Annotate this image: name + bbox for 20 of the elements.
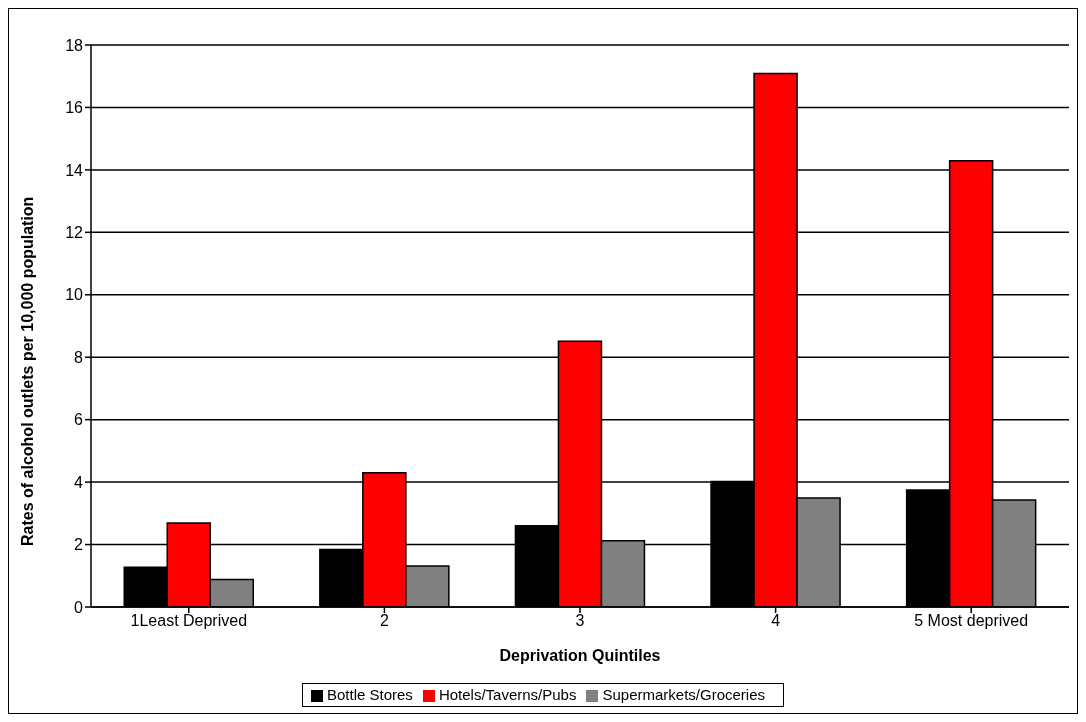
x-tick-label: 3 — [575, 612, 585, 630]
x-tick-label: 1Least Deprived — [130, 612, 248, 630]
x-tick-label: 5 Most deprived — [914, 612, 1029, 630]
y-tick-label: 8 — [74, 348, 84, 366]
legend-label: Bottle Stores — [326, 686, 413, 703]
x-axis-title: Deprivation Quintiles — [499, 647, 661, 664]
legend-label: Supermarkets/Groceries — [602, 686, 766, 703]
y-tick-label: 2 — [74, 536, 84, 554]
x-tick-label: 2 — [379, 612, 389, 630]
y-tick-label: 18 — [65, 36, 84, 54]
y-axis-title: Rates of alcohol outlets per 10,000 population — [18, 196, 36, 546]
y-tick-label: 14 — [65, 161, 84, 179]
legend-label: Hotels/Taverns/Pubs — [438, 686, 577, 703]
y-tick-label: 4 — [74, 473, 84, 491]
y-tick-label: 10 — [65, 286, 84, 304]
y-tick-label: 12 — [65, 224, 84, 242]
y-tick-label: 16 — [65, 99, 84, 117]
y-tick-label: 0 — [74, 598, 84, 616]
y-tick-label: 6 — [74, 411, 84, 429]
x-tick-label: 4 — [771, 612, 781, 630]
